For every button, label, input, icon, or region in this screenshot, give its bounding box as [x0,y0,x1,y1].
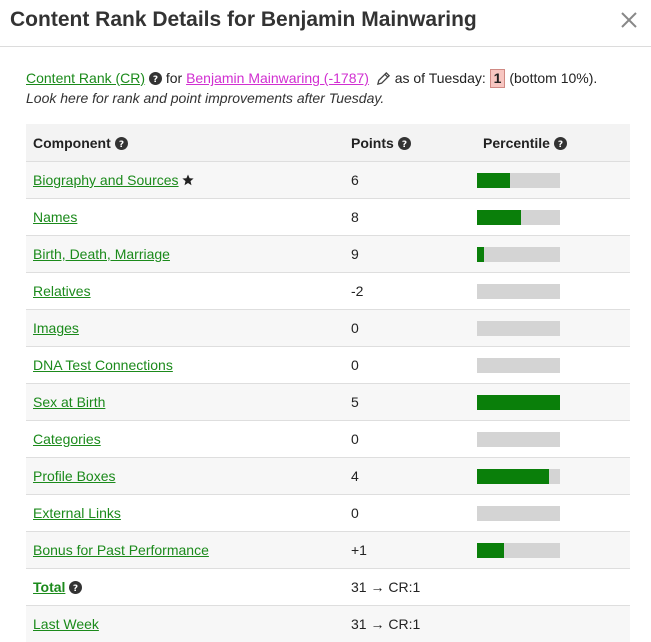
component-link[interactable]: Relatives [33,283,91,299]
component-link[interactable]: Biography and Sources [33,172,179,188]
pencil-icon[interactable] [376,71,391,86]
table-row: Profile Boxes 4 [26,458,630,495]
percentile-bar [477,358,560,373]
percentile-bar-fill [477,210,521,225]
table-row: Birth, Death, Marriage 9 [26,236,630,273]
as-of-text: as of Tuesday: [395,70,486,86]
points-cell: 0 [344,310,476,347]
question-circle-icon[interactable]: ? [149,72,162,85]
total-points: 31 → CR:1 [344,569,476,606]
component-link[interactable]: Bonus for Past Performance [33,542,209,558]
points-cell: 6 [344,162,476,199]
percentile-bar-fill [477,395,560,410]
points-cell: 0 [344,495,476,532]
table-row: Biography and Sources 6 [26,162,630,199]
table-row: Relatives -2 [26,273,630,310]
percentile-bar [477,284,560,299]
percentile-bar [477,432,560,447]
percentile-bar [477,506,560,521]
percentile-bar-fill [477,247,484,262]
table-row: DNA Test Connections 0 [26,347,630,384]
component-link[interactable]: External Links [33,505,121,521]
percentile-bar [477,543,560,558]
question-circle-icon[interactable]: ? [115,137,128,150]
table-row: External Links 0 [26,495,630,532]
rank-summary: Content Rank (CR) ? for Benjamin Mainwar… [26,68,638,108]
table-row: Categories 0 [26,421,630,458]
table-row: Images 0 [26,310,630,347]
header-points: Points ? [344,124,476,162]
person-profile-link[interactable]: Benjamin Mainwaring (-1787) [186,70,369,86]
improvement-note: Look here for rank and point improvement… [26,88,638,108]
percentile-bar-fill [477,173,510,188]
points-cell: 8 [344,199,476,236]
points-cell: +1 [344,532,476,569]
points-cell: -2 [344,273,476,310]
rank-suffix: (bottom 10%). [509,70,597,86]
svg-text:?: ? [119,140,124,150]
percentile-bar [477,469,560,484]
points-cell: 4 [344,458,476,495]
for-text: for [166,70,182,86]
svg-text:?: ? [153,75,158,85]
star-icon [182,174,194,186]
dialog-header: Content Rank Details for Benjamin Mainwa… [0,0,651,47]
rank-value-badge: 1 [490,69,506,88]
percentile-bar [477,395,560,410]
question-circle-icon[interactable]: ? [69,581,82,594]
component-link[interactable]: Birth, Death, Marriage [33,246,170,262]
table-row: Bonus for Past Performance +1 [26,532,630,569]
points-cell: 5 [344,384,476,421]
svg-text:?: ? [73,584,78,594]
component-link[interactable]: Sex at Birth [33,394,105,410]
header-percentile: Percentile ? [476,124,630,162]
component-link[interactable]: Names [33,209,77,225]
percentile-bar-fill [477,469,549,484]
total-link[interactable]: Total [33,579,65,595]
svg-text:?: ? [558,140,563,150]
last-week-points: 31 → CR:1 [344,606,476,642]
total-row: Total ? 31 → CR:1 [26,569,630,606]
percentile-bar [477,210,560,225]
total-percentile-empty [476,569,630,606]
component-link[interactable]: Images [33,320,79,336]
points-cell: 0 [344,421,476,458]
percentile-bar [477,247,560,262]
points-cell: 0 [344,347,476,384]
content-rank-link[interactable]: Content Rank (CR) [26,70,145,86]
table-row: Names 8 [26,199,630,236]
svg-text:?: ? [402,140,407,150]
last-week-row: Last Week 31 → CR:1 [26,606,630,642]
last-week-link[interactable]: Last Week [33,616,99,632]
question-circle-icon[interactable]: ? [398,137,411,150]
points-cell: 9 [344,236,476,273]
component-link[interactable]: Profile Boxes [33,468,115,484]
dialog-title: Content Rank Details for Benjamin Mainwa… [10,8,477,32]
percentile-bar [477,321,560,336]
percentile-bar [477,173,560,188]
table-row: Sex at Birth 5 [26,384,630,421]
header-component: Component ? [26,124,344,162]
component-link[interactable]: DNA Test Connections [33,357,173,373]
component-link[interactable]: Categories [33,431,101,447]
last-week-percentile-empty [476,606,630,642]
percentile-bar-fill [477,543,504,558]
question-circle-icon[interactable]: ? [554,137,567,150]
content-rank-table: Component ? Points ? Percentile ? Biogra… [26,124,630,642]
close-icon[interactable] [619,10,639,30]
